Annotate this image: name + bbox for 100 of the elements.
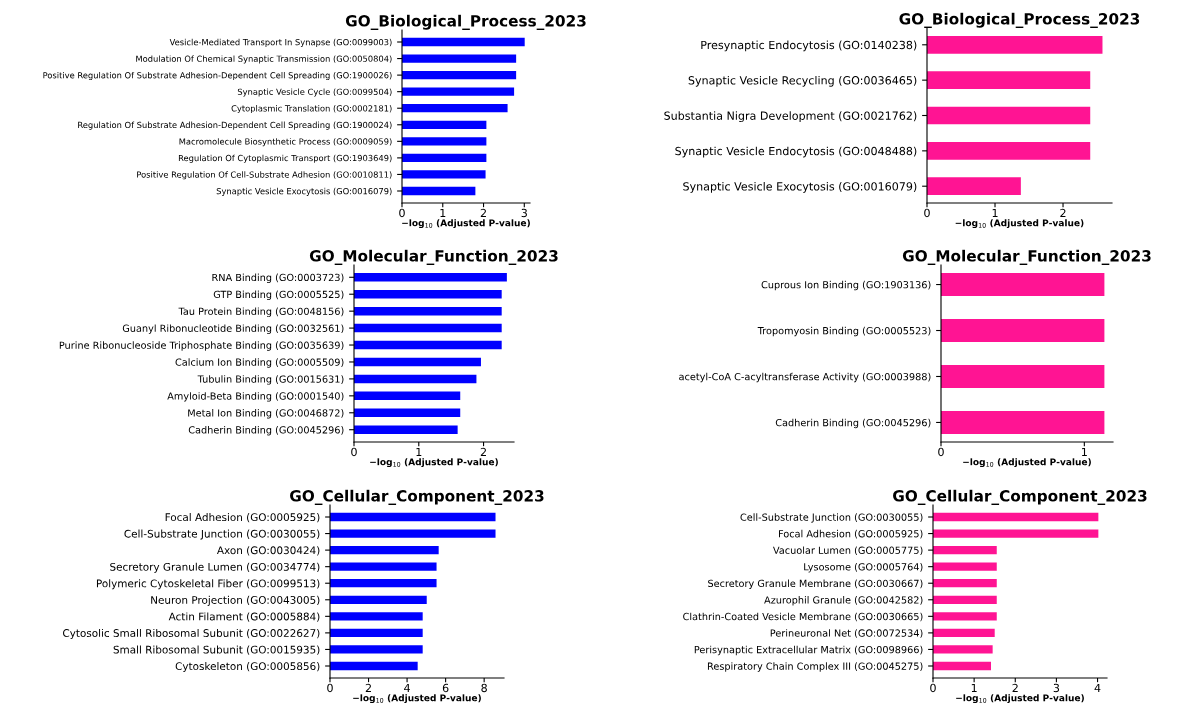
y-tick-label: Modulation Of Chemical Synaptic Transmission (GO:0050804) <box>136 55 392 64</box>
x-tick-label: 3 <box>521 208 527 218</box>
y-tick-label: Small Ribosomal Subunit (GO:0015935) <box>113 645 320 655</box>
y-tick-label: Cell-Substrate Junction (GO:0030055) <box>124 529 320 540</box>
bar <box>402 186 476 196</box>
x-tick-label: 0 <box>351 447 357 457</box>
y-tick-label: Perineuronal Net (GO:0072534) <box>770 629 923 638</box>
bar <box>933 661 991 671</box>
y-tick-label: Lysosome (GO:0005764) <box>804 562 923 573</box>
x-tick-label: 0 <box>924 208 930 218</box>
x-axis-title: −log$_{10}$ (Adjusted P-value) <box>353 694 481 704</box>
x-tick-label: 4 <box>1094 683 1101 692</box>
bar <box>330 661 418 671</box>
chart-title: GO_Molecular_Function_2023 <box>902 249 1151 265</box>
y-tick-label: Calcium Ion Binding (GO:0005509) <box>175 358 344 368</box>
y-tick-label: Secretory Granule Membrane (GO:0030667) <box>708 579 923 589</box>
y-tick-label: Amyloid-Beta Binding (GO:0001540) <box>167 392 344 402</box>
y-tick-label: Synaptic Vesicle Endocytosis (GO:0048488) <box>675 146 917 158</box>
x-tick-label: 0 <box>938 447 944 457</box>
bar <box>933 562 997 571</box>
x-axis-title: −log$_{10}$ (Adjusted P-value) <box>370 458 498 468</box>
y-tick-label: Cytoskeleton (GO:0005856) <box>175 662 320 673</box>
y-tick-label: Presynaptic Endocytosis (GO:0140238) <box>701 40 917 52</box>
bar <box>927 35 1103 54</box>
y-tick-label: Vacuolar Lumen (GO:0005775) <box>773 546 923 556</box>
bar <box>933 512 1099 522</box>
y-tick-label: acetyl-CoA C-acyltransferase Activity (GO:0003988) <box>679 372 931 383</box>
x-axis-title: −log$_{10}$ (Adjusted P-value) <box>956 694 1084 704</box>
x-tick-label: 6 <box>442 683 449 693</box>
bar <box>402 54 517 63</box>
y-tick-label: Metal Ion Binding (GO:0046872) <box>188 409 344 419</box>
bar <box>354 306 502 316</box>
bar <box>354 273 507 282</box>
bar <box>933 529 1099 538</box>
y-tick-label: Synaptic Vesicle Exocytosis (GO:0016079) <box>683 181 917 193</box>
x-tick-label: 2 <box>480 208 486 217</box>
bar <box>354 408 461 418</box>
bar <box>330 512 496 522</box>
y-tick-label: Cuprous Ion Binding (GO:1903136) <box>761 280 931 291</box>
x-axis-title: −log$_{10}$ (Adjusted P-value) <box>402 219 530 229</box>
chart-title: GO_Biological_Process_2023 <box>345 14 586 30</box>
y-tick-label: Perisynaptic Extracellular Matrix (GO:0098966) <box>694 645 923 656</box>
y-tick-label: Macromolecule Biosynthetic Process (GO:0009059) <box>179 138 392 147</box>
bar <box>927 142 1091 160</box>
y-tick-label: Substantia Nigra Development (GO:0021762) <box>664 111 917 123</box>
y-tick-label: Synaptic Vesicle Exocytosis (GO:0016079) <box>216 187 392 196</box>
bar <box>354 340 502 350</box>
y-tick-label: Synaptic Vesicle Recycling (GO:0036465) <box>688 75 917 87</box>
y-tick-label: Clathrin-Coated Vesicle Membrane (GO:0030665) <box>683 612 923 622</box>
chart-title: GO_Biological_Process_2023 <box>899 12 1140 28</box>
bar <box>330 595 427 604</box>
chart-title: GO_Molecular_Function_2023 <box>309 249 558 265</box>
y-tick-label: GTP Binding (GO:0005525) <box>213 290 344 300</box>
x-tick-label: 8 <box>481 683 487 693</box>
y-tick-label: Synaptic Vesicle Cycle (GO:0099504) <box>237 88 392 97</box>
bar <box>330 545 439 555</box>
x-tick-label: 2 <box>480 447 486 456</box>
y-tick-label: Axon (GO:0030424) <box>216 546 320 556</box>
bar <box>402 120 487 129</box>
x-tick-label: 2 <box>1012 683 1018 692</box>
x-tick-label: 1 <box>971 683 977 692</box>
y-tick-label: Focal Adhesion (GO:0005925) <box>165 513 320 523</box>
y-tick-label: Cell-Substrate Junction (GO:0030055) <box>740 513 923 523</box>
y-tick-label: Vesicle-Mediated Transport In Synapse (GO:0099003) <box>169 38 392 47</box>
y-tick-label: Polymeric Cytoskeletal Fiber (GO:0099513) <box>96 579 320 590</box>
bar <box>933 545 997 555</box>
bar <box>354 374 477 384</box>
y-tick-label: Secretory Granule Lumen (GO:0034774) <box>110 562 320 573</box>
y-tick-label: Cytoplasmic Translation (GO:0002181) <box>231 105 392 114</box>
bar <box>927 71 1091 89</box>
bar <box>354 425 458 434</box>
x-tick-label: 4 <box>404 683 410 692</box>
bar <box>330 645 423 654</box>
bar <box>330 562 437 571</box>
y-tick-label: Regulation Of Substrate Adhesion-Dependent Cell Spreading (GO:1900024) <box>78 121 392 130</box>
bar <box>330 529 496 538</box>
bar <box>354 357 481 367</box>
y-tick-label: Cadherin Binding (GO:0045296) <box>188 426 344 436</box>
chart-title: GO_Cellular_Component_2023 <box>893 489 1147 505</box>
bar <box>933 645 993 654</box>
y-tick-label: Actin Filament (GO:0005884) <box>168 612 320 622</box>
bar <box>927 177 1021 196</box>
x-tick-label: 1 <box>416 447 422 456</box>
bar <box>354 323 502 333</box>
x-tick-label: 0 <box>327 683 333 693</box>
bar <box>933 595 997 604</box>
bar <box>354 391 461 401</box>
y-tick-label: Regulation Of Cytoplasmic Transport (GO:1903649) <box>178 154 392 163</box>
y-tick-label: Cadherin Binding (GO:0045296) <box>775 418 931 429</box>
x-tick-label: 0 <box>399 208 405 218</box>
x-tick-label: 2 <box>365 683 371 692</box>
y-tick-label: Cytosolic Small Ribosomal Subunit (GO:0022627) <box>63 628 320 640</box>
x-tick-label: 0 <box>930 683 936 693</box>
x-tick-label: 1 <box>440 208 446 217</box>
y-tick-label: Tubulin Binding (GO:0015631) <box>197 375 344 385</box>
y-tick-label: Tropomyosin Binding (GO:0005523) <box>757 326 931 337</box>
bar <box>402 87 515 96</box>
bar <box>402 70 517 80</box>
bar <box>402 153 487 163</box>
x-tick-label: 1 <box>1082 447 1087 456</box>
